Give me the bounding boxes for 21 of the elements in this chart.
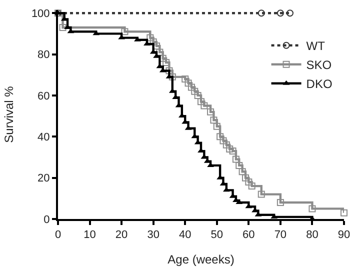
x-tick-label: 80 (306, 229, 318, 242)
y-tick-label: 60 (38, 90, 50, 102)
legend-label: SKO (306, 58, 332, 72)
y-tick-label: 40 (38, 131, 50, 144)
x-tick-label: 10 (84, 229, 96, 242)
x-tick-label: 90 (338, 229, 350, 242)
x-tick-label: 40 (178, 229, 192, 242)
x-tick-label: 60 (242, 229, 255, 242)
x-tick-label: 30 (147, 229, 160, 242)
x-tick-label: 70 (274, 229, 287, 242)
x-tick-label: 0 (54, 229, 62, 242)
y-tick-label: 100 (31, 8, 50, 20)
legend-label: DKO (306, 77, 332, 92)
x-axis-title: Age (weeks) (168, 252, 234, 267)
x-tick-label: 50 (210, 229, 224, 242)
x-tick-label: 20 (115, 229, 128, 242)
y-tick-label: 0 (44, 214, 50, 226)
y-axis-title: Survival % (2, 86, 16, 143)
y-tick-label: 20 (38, 172, 50, 185)
legend-label: WT (306, 39, 326, 54)
y-tick-label: 80 (38, 49, 50, 62)
